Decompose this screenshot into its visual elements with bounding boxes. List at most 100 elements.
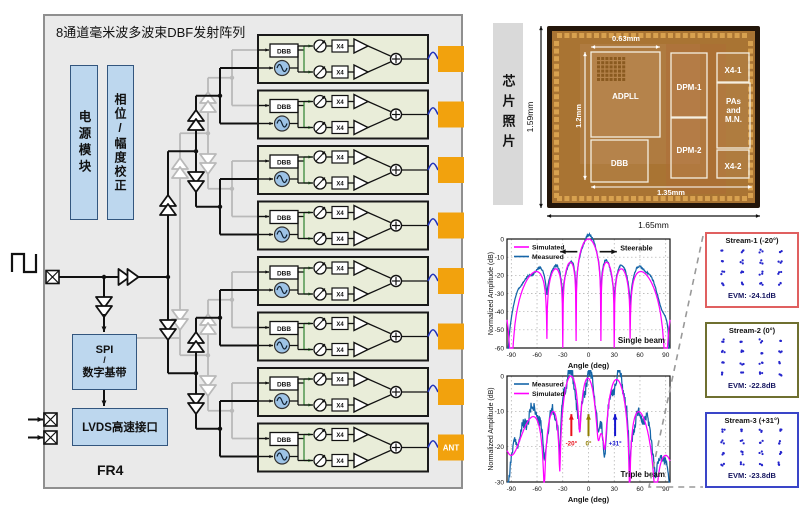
bond-pad — [697, 196, 703, 201]
cap-array-pattern — [605, 65, 609, 69]
bond-pad — [748, 71, 753, 77]
legend-label: Measured — [532, 382, 564, 389]
arrow-head — [321, 66, 325, 70]
constellation-point — [758, 441, 762, 444]
bond-pad — [645, 33, 651, 38]
arrow-head — [265, 381, 269, 385]
bond-wire — [427, 106, 439, 115]
oscillator-icon — [276, 452, 288, 461]
arrow-head — [321, 177, 325, 181]
x4-label: X4 — [336, 211, 344, 217]
power-module-label: 电源模块 — [76, 109, 91, 176]
constellation-point — [740, 270, 744, 273]
bond-pad — [660, 196, 666, 201]
arrow-head — [321, 399, 325, 403]
spi-label-line3: 数字基带 — [82, 367, 127, 379]
spi-label-line2: / — [103, 355, 106, 365]
bond-pad — [638, 196, 644, 201]
constellation-point — [723, 270, 726, 273]
arrow-head — [265, 48, 269, 52]
lvds-label: LVDS高速接口 — [82, 422, 158, 434]
cap-array-pattern — [601, 57, 605, 60]
oscillator-icon — [276, 285, 288, 295]
constellation-point — [720, 373, 724, 376]
bond-pad — [571, 196, 577, 201]
x-tick-label: 30 — [611, 486, 619, 493]
amplifier-icon — [171, 318, 189, 331]
x-tick-label: -30 — [558, 486, 568, 493]
substrate-label: FR4 — [97, 462, 124, 478]
dbb-label: DBB — [277, 271, 291, 278]
bond-pad — [554, 117, 559, 122]
bond-pad — [675, 33, 681, 38]
amplifier-icon — [187, 180, 205, 193]
constellation-point — [758, 338, 761, 341]
bond-pad — [586, 196, 592, 201]
amplifier-icon — [95, 296, 113, 309]
constellation-point — [720, 259, 723, 263]
constellation-point — [739, 439, 742, 443]
bond-pad — [554, 56, 559, 62]
antenna-patch — [438, 268, 464, 294]
cap-array-pattern — [618, 78, 621, 81]
bond-pad — [616, 33, 622, 38]
dim-arrow-head — [539, 26, 543, 31]
arrow-head — [612, 414, 618, 420]
antenna-patch — [438, 434, 464, 461]
constellation-point — [720, 249, 723, 252]
constellation-point — [777, 271, 781, 274]
io-pad-icon — [43, 430, 58, 445]
constellation-point — [761, 371, 764, 375]
io-pad-icon — [43, 412, 58, 427]
constellation-point — [761, 272, 764, 275]
arrow-head — [269, 454, 273, 459]
series-simulated — [506, 375, 671, 483]
bond-pad — [682, 33, 688, 38]
cap-array-pattern — [613, 65, 617, 69]
pa-amplifier-icon — [353, 285, 370, 303]
x-tick-label: 60 — [636, 352, 644, 359]
antenna-patch — [438, 379, 464, 405]
constellation-point — [761, 439, 764, 442]
stream-box-1: Stream-1 (-20°) EVM: -24.1dB — [705, 232, 799, 308]
cap-array-pattern — [613, 69, 617, 73]
x-tick-label: -30 — [558, 352, 568, 359]
arrow-head — [265, 159, 269, 163]
cap-array-pattern — [609, 65, 613, 69]
cap-array-pattern — [609, 78, 613, 81]
constellation-point — [722, 462, 726, 466]
x-tick-label: -60 — [532, 486, 542, 493]
bond-pad — [554, 71, 559, 77]
pa-amplifier-icon — [353, 341, 370, 358]
pa-amplifier-icon — [353, 315, 370, 332]
bond-pad — [742, 196, 747, 201]
chip-block-label: ADPLL — [612, 92, 639, 101]
dbb-label: DBB — [277, 437, 291, 444]
stream-label: Stream-2 (0°) — [728, 326, 776, 335]
x4-label: X4 — [336, 182, 344, 188]
dim-arrow-head — [591, 185, 596, 189]
amplifier-icon — [199, 162, 217, 175]
amplifier-icon — [187, 171, 205, 184]
series-measured — [507, 370, 670, 483]
arrow-head — [321, 429, 325, 433]
cap-array-pattern — [597, 78, 600, 81]
phase-cal-box: 相位/幅度校正 — [107, 65, 134, 220]
arrow-head — [265, 270, 269, 274]
y-axis-label: Normalized Amplitude (dB) — [488, 252, 495, 335]
x4-label: X4 — [336, 156, 344, 162]
oscillator-icon — [276, 341, 288, 350]
dbb-label: DBB — [277, 49, 291, 56]
bond-pad — [554, 101, 559, 107]
constellation-point — [739, 261, 742, 264]
constellation-point — [721, 439, 724, 442]
dbf-array-diagram: DBB X4 X4 DBB X4 X4 DBB X4 X4 DBB X4 X4 DBB X4 X4 DBB X4… — [10, 14, 464, 489]
wire — [367, 322, 391, 335]
bond-pad — [748, 162, 753, 168]
arrow-head — [321, 262, 325, 266]
dim-arrow-head — [655, 45, 660, 49]
constellation-point — [740, 450, 743, 453]
evm-value: EVM: -24.1dB — [728, 291, 776, 300]
arrow-head — [265, 103, 269, 108]
